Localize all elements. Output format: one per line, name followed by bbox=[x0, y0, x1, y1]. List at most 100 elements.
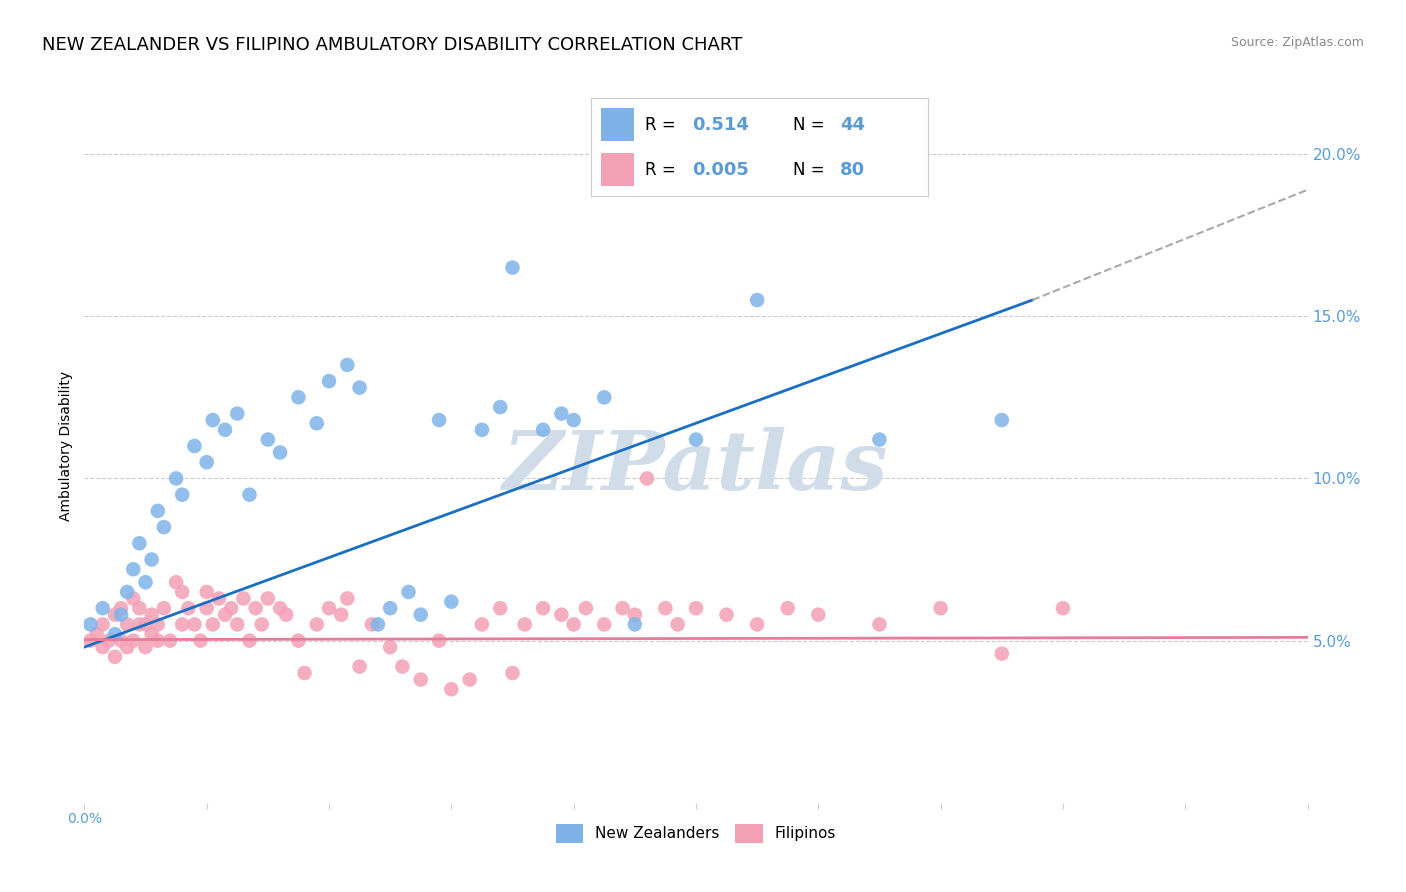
Point bbox=[991, 413, 1014, 427]
Point bbox=[79, 617, 101, 632]
Text: N =: N = bbox=[793, 161, 824, 178]
Point bbox=[398, 585, 420, 599]
Point bbox=[219, 601, 242, 615]
Point bbox=[869, 433, 891, 447]
Point bbox=[716, 607, 738, 622]
Point bbox=[531, 601, 554, 615]
Point bbox=[336, 358, 359, 372]
Text: ZIPatlas: ZIPatlas bbox=[503, 427, 889, 508]
Text: R =: R = bbox=[644, 116, 675, 134]
Point bbox=[562, 617, 585, 632]
Point bbox=[183, 617, 205, 632]
Legend: New Zealanders, Filipinos: New Zealanders, Filipinos bbox=[550, 818, 842, 848]
Point bbox=[471, 423, 494, 437]
Point bbox=[128, 617, 150, 632]
Point bbox=[141, 607, 163, 622]
Point bbox=[91, 617, 114, 632]
Point bbox=[747, 293, 769, 307]
Point bbox=[91, 640, 114, 654]
Point bbox=[238, 488, 260, 502]
Point bbox=[489, 400, 512, 414]
Point bbox=[183, 439, 205, 453]
Point bbox=[624, 617, 647, 632]
Text: 0.0%: 0.0% bbox=[67, 812, 101, 826]
Point bbox=[427, 633, 450, 648]
Point bbox=[458, 673, 481, 687]
Text: 44: 44 bbox=[841, 116, 865, 134]
Point bbox=[294, 666, 316, 681]
Point bbox=[214, 423, 236, 437]
Point bbox=[489, 601, 512, 615]
Point bbox=[141, 552, 163, 566]
Point bbox=[624, 607, 647, 622]
Point bbox=[287, 390, 309, 404]
Point bbox=[257, 433, 280, 447]
Point bbox=[276, 607, 298, 622]
Point bbox=[135, 617, 157, 632]
Point bbox=[685, 601, 707, 615]
Point bbox=[146, 504, 169, 518]
Point bbox=[257, 591, 280, 606]
Point bbox=[531, 423, 554, 437]
Point bbox=[122, 562, 145, 576]
Point bbox=[115, 640, 138, 654]
Point bbox=[104, 627, 127, 641]
Y-axis label: Ambulatory Disability: Ambulatory Disability bbox=[59, 371, 73, 521]
Point bbox=[575, 601, 598, 615]
Point bbox=[380, 601, 402, 615]
Point bbox=[201, 413, 224, 427]
Point bbox=[195, 455, 218, 469]
Point bbox=[226, 617, 249, 632]
Point bbox=[269, 445, 291, 459]
Point bbox=[195, 585, 218, 599]
Point bbox=[250, 617, 273, 632]
Point bbox=[869, 617, 891, 632]
Point bbox=[146, 633, 169, 648]
Point bbox=[195, 601, 218, 615]
Point bbox=[502, 260, 524, 275]
Point bbox=[776, 601, 799, 615]
Point bbox=[471, 617, 494, 632]
Point bbox=[190, 633, 212, 648]
Point bbox=[807, 607, 830, 622]
Point bbox=[177, 601, 200, 615]
Point bbox=[550, 607, 572, 622]
Point bbox=[141, 627, 163, 641]
Point bbox=[153, 520, 176, 534]
Point bbox=[122, 633, 145, 648]
Point bbox=[513, 617, 536, 632]
Point bbox=[226, 407, 249, 421]
Point bbox=[110, 607, 132, 622]
Point bbox=[409, 673, 432, 687]
Point bbox=[440, 682, 463, 697]
Point bbox=[349, 659, 371, 673]
Point bbox=[269, 601, 291, 615]
Point bbox=[991, 647, 1014, 661]
Point bbox=[305, 417, 328, 431]
Point bbox=[86, 627, 108, 641]
Point bbox=[79, 633, 101, 648]
Bar bbox=[600, 108, 634, 141]
Point bbox=[391, 659, 413, 673]
Text: NEW ZEALANDER VS FILIPINO AMBULATORY DISABILITY CORRELATION CHART: NEW ZEALANDER VS FILIPINO AMBULATORY DIS… bbox=[42, 36, 742, 54]
Point bbox=[104, 649, 127, 664]
Point bbox=[427, 413, 450, 427]
Point bbox=[172, 488, 194, 502]
Point bbox=[318, 374, 340, 388]
Point bbox=[165, 575, 187, 590]
Point bbox=[214, 607, 236, 622]
Text: 80: 80 bbox=[841, 161, 865, 178]
Point bbox=[593, 617, 616, 632]
Point bbox=[238, 633, 260, 648]
Point bbox=[929, 601, 952, 615]
Point bbox=[135, 575, 157, 590]
Text: R =: R = bbox=[644, 161, 675, 178]
Text: N =: N = bbox=[793, 116, 824, 134]
Point bbox=[685, 433, 707, 447]
Point bbox=[232, 591, 254, 606]
Point bbox=[367, 617, 389, 632]
Point bbox=[153, 601, 176, 615]
Point bbox=[201, 617, 224, 632]
Point bbox=[612, 601, 634, 615]
Point bbox=[287, 633, 309, 648]
